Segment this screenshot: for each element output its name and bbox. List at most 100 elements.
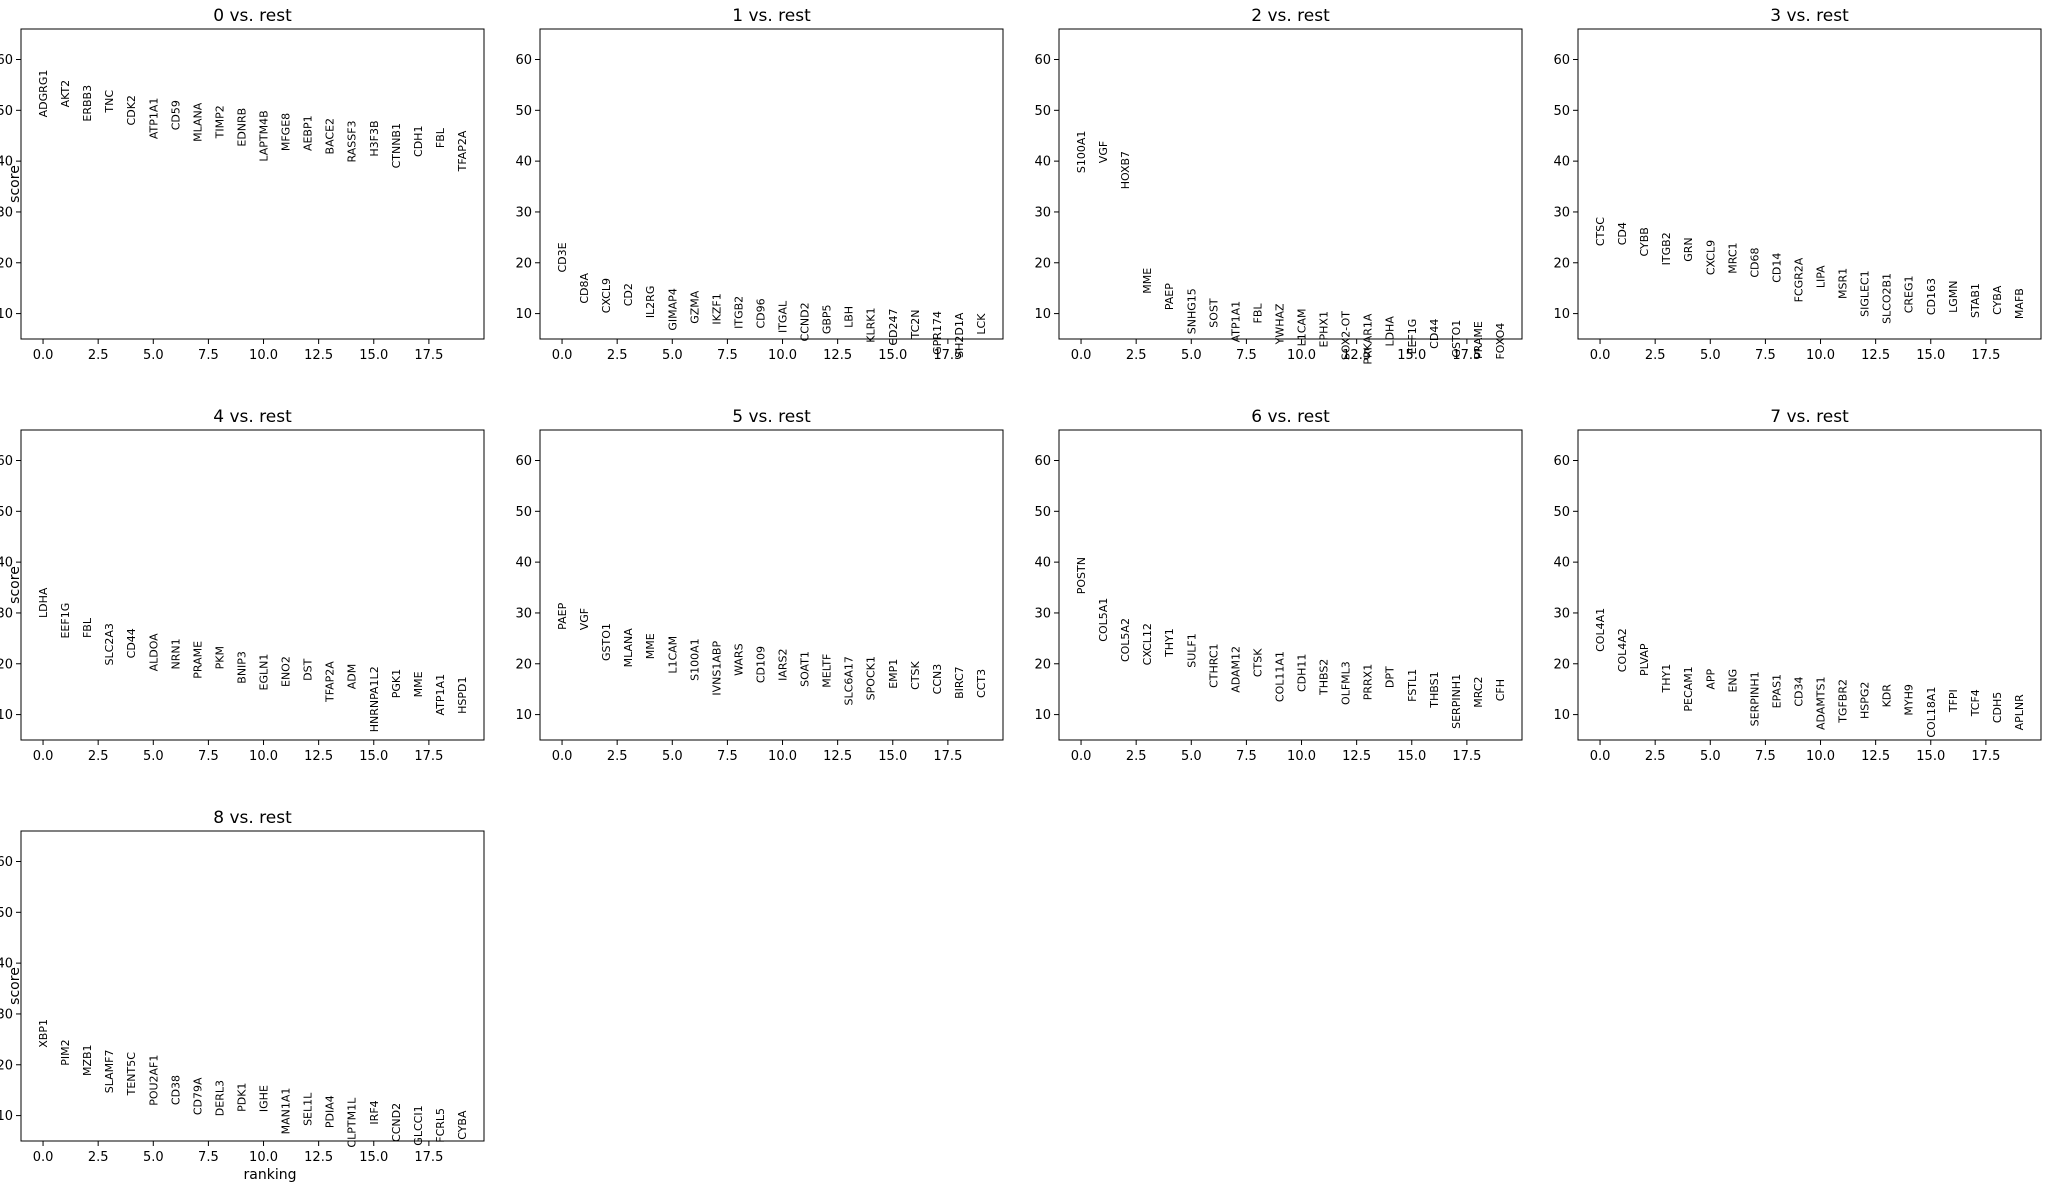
x-tick-label: 12.5 xyxy=(304,1150,333,1165)
gene-label: SLC6A17 xyxy=(843,656,856,705)
y-tick-label: 50 xyxy=(1034,505,1051,520)
y-tick-label: 10 xyxy=(1553,307,1570,322)
y-axis-label: score xyxy=(7,165,23,203)
gene-label: CYBA xyxy=(456,1110,469,1140)
x-tick-label: 5.0 xyxy=(1181,348,1202,363)
gene-label: MLANA xyxy=(622,628,635,668)
x-tick-label: 0.0 xyxy=(1071,348,1092,363)
gene-label: SLCO2B1 xyxy=(1881,273,1894,324)
gene-label: CD163 xyxy=(1925,278,1938,315)
gene-label: THBS1 xyxy=(1428,671,1441,708)
gene-label: FOXO4 xyxy=(1494,323,1507,360)
panel-4: 4 vs. rest 0.0 2.5 5.0 7.5 10.0 12.5 15.0 17.5 10… xyxy=(0,407,485,764)
gene-label: FCGR2A xyxy=(1792,257,1805,302)
x-tick-label: 0.0 xyxy=(33,1150,54,1165)
gene-label: CDH5 xyxy=(1991,692,2004,723)
x-tick-label: 12.5 xyxy=(304,348,333,363)
gene-label: SNHG15 xyxy=(1185,288,1198,334)
gene-label: DPT xyxy=(1384,666,1397,688)
gene-label: COL5A1 xyxy=(1097,598,1110,642)
gene-label: CD8A xyxy=(578,272,591,303)
x-tick-label: 7.5 xyxy=(1236,348,1257,363)
gene-label: EEF1G xyxy=(59,603,72,639)
gene-label: S100A1 xyxy=(688,638,701,681)
gene-label: TFPI xyxy=(1947,689,1960,713)
y-tick-label: 60 xyxy=(0,53,13,68)
gene-label: PDIA4 xyxy=(324,1095,337,1128)
y-tick-label: 50 xyxy=(0,104,13,119)
y-tick-label: 30 xyxy=(1034,606,1051,621)
gene-label: STAB1 xyxy=(1969,283,1982,318)
gene-label: IARS2 xyxy=(777,649,790,681)
gene-label: PKM xyxy=(213,646,226,669)
gene-label: GSTO1 xyxy=(1450,320,1463,358)
gene-label: SOX2-OT xyxy=(1340,311,1353,360)
panel-title: 2 vs. rest xyxy=(1251,6,1330,26)
gene-label: EPHX1 xyxy=(1318,311,1331,347)
gene-label: CDH11 xyxy=(1296,654,1309,692)
gene-label: ADM xyxy=(346,664,359,690)
panel-1: 1 vs. rest 0.0 2.5 5.0 7.5 10.0 12.5 15.0 17.5 10… xyxy=(515,6,1004,363)
y-tick-label: 40 xyxy=(1553,556,1570,571)
gene-label: PECAM1 xyxy=(1682,666,1695,711)
gene-label: DERL3 xyxy=(213,1080,226,1116)
gene-label: KDR xyxy=(1881,684,1894,708)
gene-label: PRAME xyxy=(1472,321,1485,359)
plot-frame xyxy=(20,830,485,1142)
x-tick-label: 15.0 xyxy=(878,749,907,764)
gene-label: HOXB7 xyxy=(1119,151,1132,189)
gene-label: COL4A2 xyxy=(1616,628,1629,672)
gene-label: MME xyxy=(1141,268,1154,294)
x-tick-label: 5.0 xyxy=(662,348,683,363)
y-tick-label: 40 xyxy=(515,155,532,170)
gene-label: MELTF xyxy=(821,654,834,688)
x-tick-label: 0.0 xyxy=(33,348,54,363)
x-tick-label: 10.0 xyxy=(249,1150,278,1165)
x-tick-label: 2.5 xyxy=(1126,348,1147,363)
gene-label: CDH1 xyxy=(412,126,425,157)
x-tick-label: 12.5 xyxy=(823,749,852,764)
plot-frame xyxy=(539,429,1004,741)
x-tick-label: 7.5 xyxy=(198,348,219,363)
y-tick-label: 20 xyxy=(0,657,13,672)
gene-label: XBP1 xyxy=(37,1019,50,1048)
gene-label: LBH xyxy=(843,306,856,328)
x-tick-label: 10.0 xyxy=(768,348,797,363)
y-tick-label: 20 xyxy=(0,256,13,271)
gene-label: S100A1 xyxy=(1075,131,1088,174)
gene-label: CXCL9 xyxy=(600,278,613,313)
gene-label: CCT3 xyxy=(975,669,988,698)
y-tick-label: 40 xyxy=(0,957,13,972)
gene-label: CD79A xyxy=(191,1077,204,1115)
gene-label: MFGE8 xyxy=(280,113,293,151)
x-tick-label: 10.0 xyxy=(249,749,278,764)
y-tick-label: 20 xyxy=(1553,657,1570,672)
panel-0: 0 vs. rest 0.0 2.5 5.0 7.5 10.0 12.5 15.0 17.5 10… xyxy=(0,6,485,363)
x-tick-label: 15.0 xyxy=(1916,348,1945,363)
panel-title: 4 vs. rest xyxy=(213,407,292,427)
x-tick-label: 15.0 xyxy=(359,749,388,764)
y-tick-label: 50 xyxy=(0,906,13,921)
gene-label: CTNNB1 xyxy=(390,123,403,168)
y-tick-label: 50 xyxy=(1553,505,1570,520)
gene-label: CD44 xyxy=(125,628,138,658)
x-tick-label: 12.5 xyxy=(1342,348,1371,363)
y-tick-label: 40 xyxy=(1553,155,1570,170)
gene-label: CD247 xyxy=(887,309,900,346)
gene-label: CYBA xyxy=(1991,285,2004,315)
y-tick-label: 40 xyxy=(0,155,13,170)
y-tick-label: 40 xyxy=(0,556,13,571)
gene-label: EGLN1 xyxy=(258,654,271,691)
x-tick-label: 15.0 xyxy=(1916,749,1945,764)
gene-label: MME xyxy=(644,633,657,659)
panel-2: 2 vs. rest 0.0 2.5 5.0 7.5 10.0 12.5 15.0 17.5 10… xyxy=(1034,6,1523,365)
y-tick-label: 10 xyxy=(1553,708,1570,723)
gene-label: MZB1 xyxy=(81,1044,94,1076)
gene-label: FCRL5 xyxy=(434,1108,447,1143)
gene-label: GZMA xyxy=(688,290,701,324)
gene-label: PRAME xyxy=(191,641,204,679)
gene-label: CFH xyxy=(1494,679,1507,701)
gene-label: PDK1 xyxy=(235,1083,248,1112)
x-tick-label: 17.5 xyxy=(933,749,962,764)
